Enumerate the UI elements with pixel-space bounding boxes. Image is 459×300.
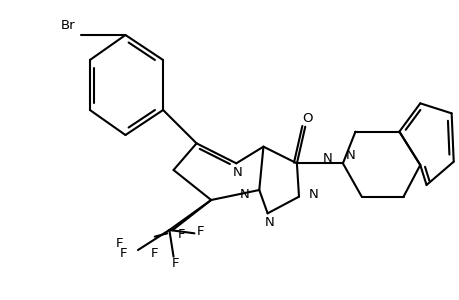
Text: N: N bbox=[264, 216, 274, 229]
Text: N: N bbox=[239, 188, 249, 202]
Text: N: N bbox=[308, 188, 318, 201]
Text: F: F bbox=[115, 237, 123, 250]
Text: F: F bbox=[151, 247, 158, 260]
Text: N: N bbox=[345, 149, 355, 162]
Text: F: F bbox=[196, 225, 204, 238]
Text: F: F bbox=[178, 229, 185, 242]
Text: F: F bbox=[119, 247, 127, 260]
Text: N: N bbox=[232, 166, 241, 179]
Text: F: F bbox=[172, 257, 179, 270]
Text: N: N bbox=[323, 152, 332, 165]
Text: Br: Br bbox=[61, 19, 75, 32]
Text: O: O bbox=[302, 112, 312, 125]
